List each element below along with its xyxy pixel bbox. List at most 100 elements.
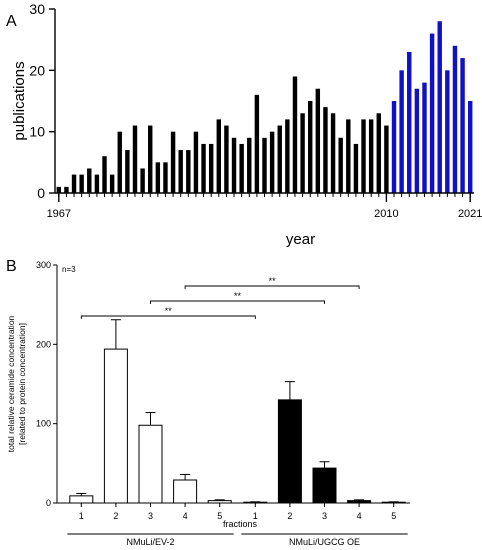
publications-bar-1994 — [262, 137, 267, 193]
publications-bar-2001 — [315, 88, 321, 193]
significance-stars: ** — [234, 291, 242, 301]
panel-b-x-tick-label: 5 — [391, 511, 396, 521]
panel-b-y-tick-label: 200 — [36, 339, 51, 349]
publications-bar-1983 — [178, 150, 183, 193]
panel-b-x-axis-label: fractions — [223, 519, 258, 529]
publications-bar-1987 — [208, 143, 214, 193]
panel-a-y-tick-label: 30 — [29, 1, 45, 17]
publications-bar-2006 — [353, 143, 359, 193]
publications-bar-2010 — [384, 125, 389, 193]
publications-bar-2009 — [376, 113, 381, 193]
panel-b-group-labels: NMuLi/EV-2 NMuLi/UGCG OE — [67, 533, 408, 547]
publications-bar-2005 — [346, 119, 351, 193]
panel-b-bars — [69, 319, 406, 504]
publications-bar-2002 — [323, 107, 328, 193]
publications-bar-1973 — [102, 156, 107, 193]
group-label-ev2: NMuLi/EV-2 — [126, 537, 174, 547]
publications-bar-1969 — [71, 174, 77, 193]
panel-b-x-tick-label: 1 — [253, 511, 258, 521]
significance-stars: ** — [165, 306, 173, 316]
panel-a-y-tick-label: 0 — [37, 185, 45, 201]
publications-bar-2019 — [452, 45, 458, 193]
publications-bar-2011 — [391, 101, 397, 193]
panel-a-x-tick-label: 2010 — [374, 208, 398, 220]
panel-b-x-tick-label: 3 — [322, 511, 327, 521]
publications-bar-1967 — [56, 186, 62, 193]
ceramide-bar-ev2-fraction-2 — [103, 348, 128, 504]
publications-bar-1977 — [132, 125, 138, 193]
panel-b-significance: ** ** ** — [80, 276, 360, 319]
panel-a-x-tick-label: 2021 — [458, 208, 482, 220]
panel-a-y-tick-label: 10 — [29, 124, 45, 140]
publications-bar-2000 — [307, 101, 313, 193]
publications-bar-1989 — [224, 125, 229, 193]
panel-a-bars — [56, 21, 473, 194]
publications-bar-1978 — [140, 168, 145, 193]
publications-bar-1979 — [148, 125, 153, 193]
significance-stars: ** — [269, 276, 277, 286]
publications-bar-2016 — [429, 33, 435, 194]
panel-b-y-axis-label-line2: [related to protein concentration] — [17, 323, 27, 445]
significance-bracket — [150, 300, 325, 304]
publications-bar-2004 — [338, 137, 343, 193]
publications-bar-2003 — [330, 113, 336, 193]
publications-bar-1984 — [186, 150, 191, 193]
publications-bar-1974 — [109, 174, 115, 193]
panel-b-x-tick-label: 3 — [148, 511, 153, 521]
panel-b-y-axis-label-line1: total relative ceramide concentration — [6, 315, 16, 452]
publications-bar-1968 — [64, 186, 69, 193]
publications-bar-2020 — [460, 58, 465, 193]
publications-bar-2008 — [368, 119, 374, 193]
publications-bar-2021 — [467, 101, 473, 193]
panel-b-x-tick-label: 2 — [287, 511, 292, 521]
publications-bar-1986 — [201, 143, 206, 193]
publications-bar-1991 — [239, 143, 244, 193]
publications-bar-1976 — [125, 150, 130, 193]
ceramide-bar-ev2-fraction-4 — [173, 479, 198, 504]
publications-bar-1985 — [193, 131, 199, 193]
publications-bar-2014 — [414, 88, 420, 193]
publications-bar-1996 — [277, 125, 282, 193]
group-label-ugcg: NMuLi/UGCG OE — [289, 537, 360, 547]
publications-bar-1998 — [292, 76, 298, 193]
publications-bar-2018 — [445, 70, 450, 193]
publications-bar-1990 — [231, 137, 237, 193]
panel-b-sample-annotation: n=3 — [62, 265, 76, 274]
panel-b-y-tick-label: 100 — [36, 419, 51, 429]
publications-bar-1972 — [94, 174, 100, 193]
ceramide-bar-ugcg-fraction-2 — [277, 399, 302, 504]
publications-bar-1970 — [79, 174, 84, 193]
panel-a-chart: 0 10 20 30 1967 2010 2021 publications year — [11, 1, 482, 248]
significance-bracket — [80, 315, 256, 319]
ceramide-bar-ev2-fraction-1 — [69, 495, 94, 504]
panel-a-x-axis-label: year — [286, 231, 315, 248]
publications-bar-1988 — [216, 119, 222, 193]
ceramide-bar-ugcg-fraction-3 — [312, 467, 337, 504]
panel-a-y-axis-label: publications — [11, 61, 28, 140]
significance-bracket — [184, 285, 360, 289]
panel-b-x-axis: 1 2 3 4 5 1 2 3 4 5 — [57, 502, 410, 521]
publications-bar-2007 — [361, 119, 366, 193]
panel-a-label: A — [6, 13, 17, 30]
panel-b-x-tick-label: 1 — [79, 511, 84, 521]
publications-bar-2015 — [422, 82, 427, 193]
panel-b-y-tick-label: 300 — [36, 260, 51, 270]
publications-bar-1971 — [87, 168, 92, 193]
ceramide-bar-ev2-fraction-3 — [138, 424, 163, 504]
publications-bar-2012 — [399, 70, 404, 193]
panel-a-x-axis: 1967 2010 2021 — [47, 192, 482, 220]
panel-b-label: B — [6, 258, 17, 275]
publications-bar-1982 — [170, 131, 176, 193]
panel-a-y-tick-label: 20 — [29, 62, 45, 78]
publications-bar-1975 — [117, 131, 122, 193]
publications-bar-1997 — [285, 119, 290, 193]
panel-b-x-tick-label: 4 — [183, 511, 188, 521]
publications-bar-1993 — [254, 94, 260, 193]
panel-b-y-axis: 0 100 200 300 — [36, 260, 58, 508]
publications-bar-2013 — [407, 51, 412, 193]
publications-bar-2017 — [437, 21, 442, 194]
publications-bar-1980 — [155, 162, 161, 193]
publications-bar-1999 — [300, 113, 305, 193]
publications-bar-1992 — [247, 137, 252, 193]
